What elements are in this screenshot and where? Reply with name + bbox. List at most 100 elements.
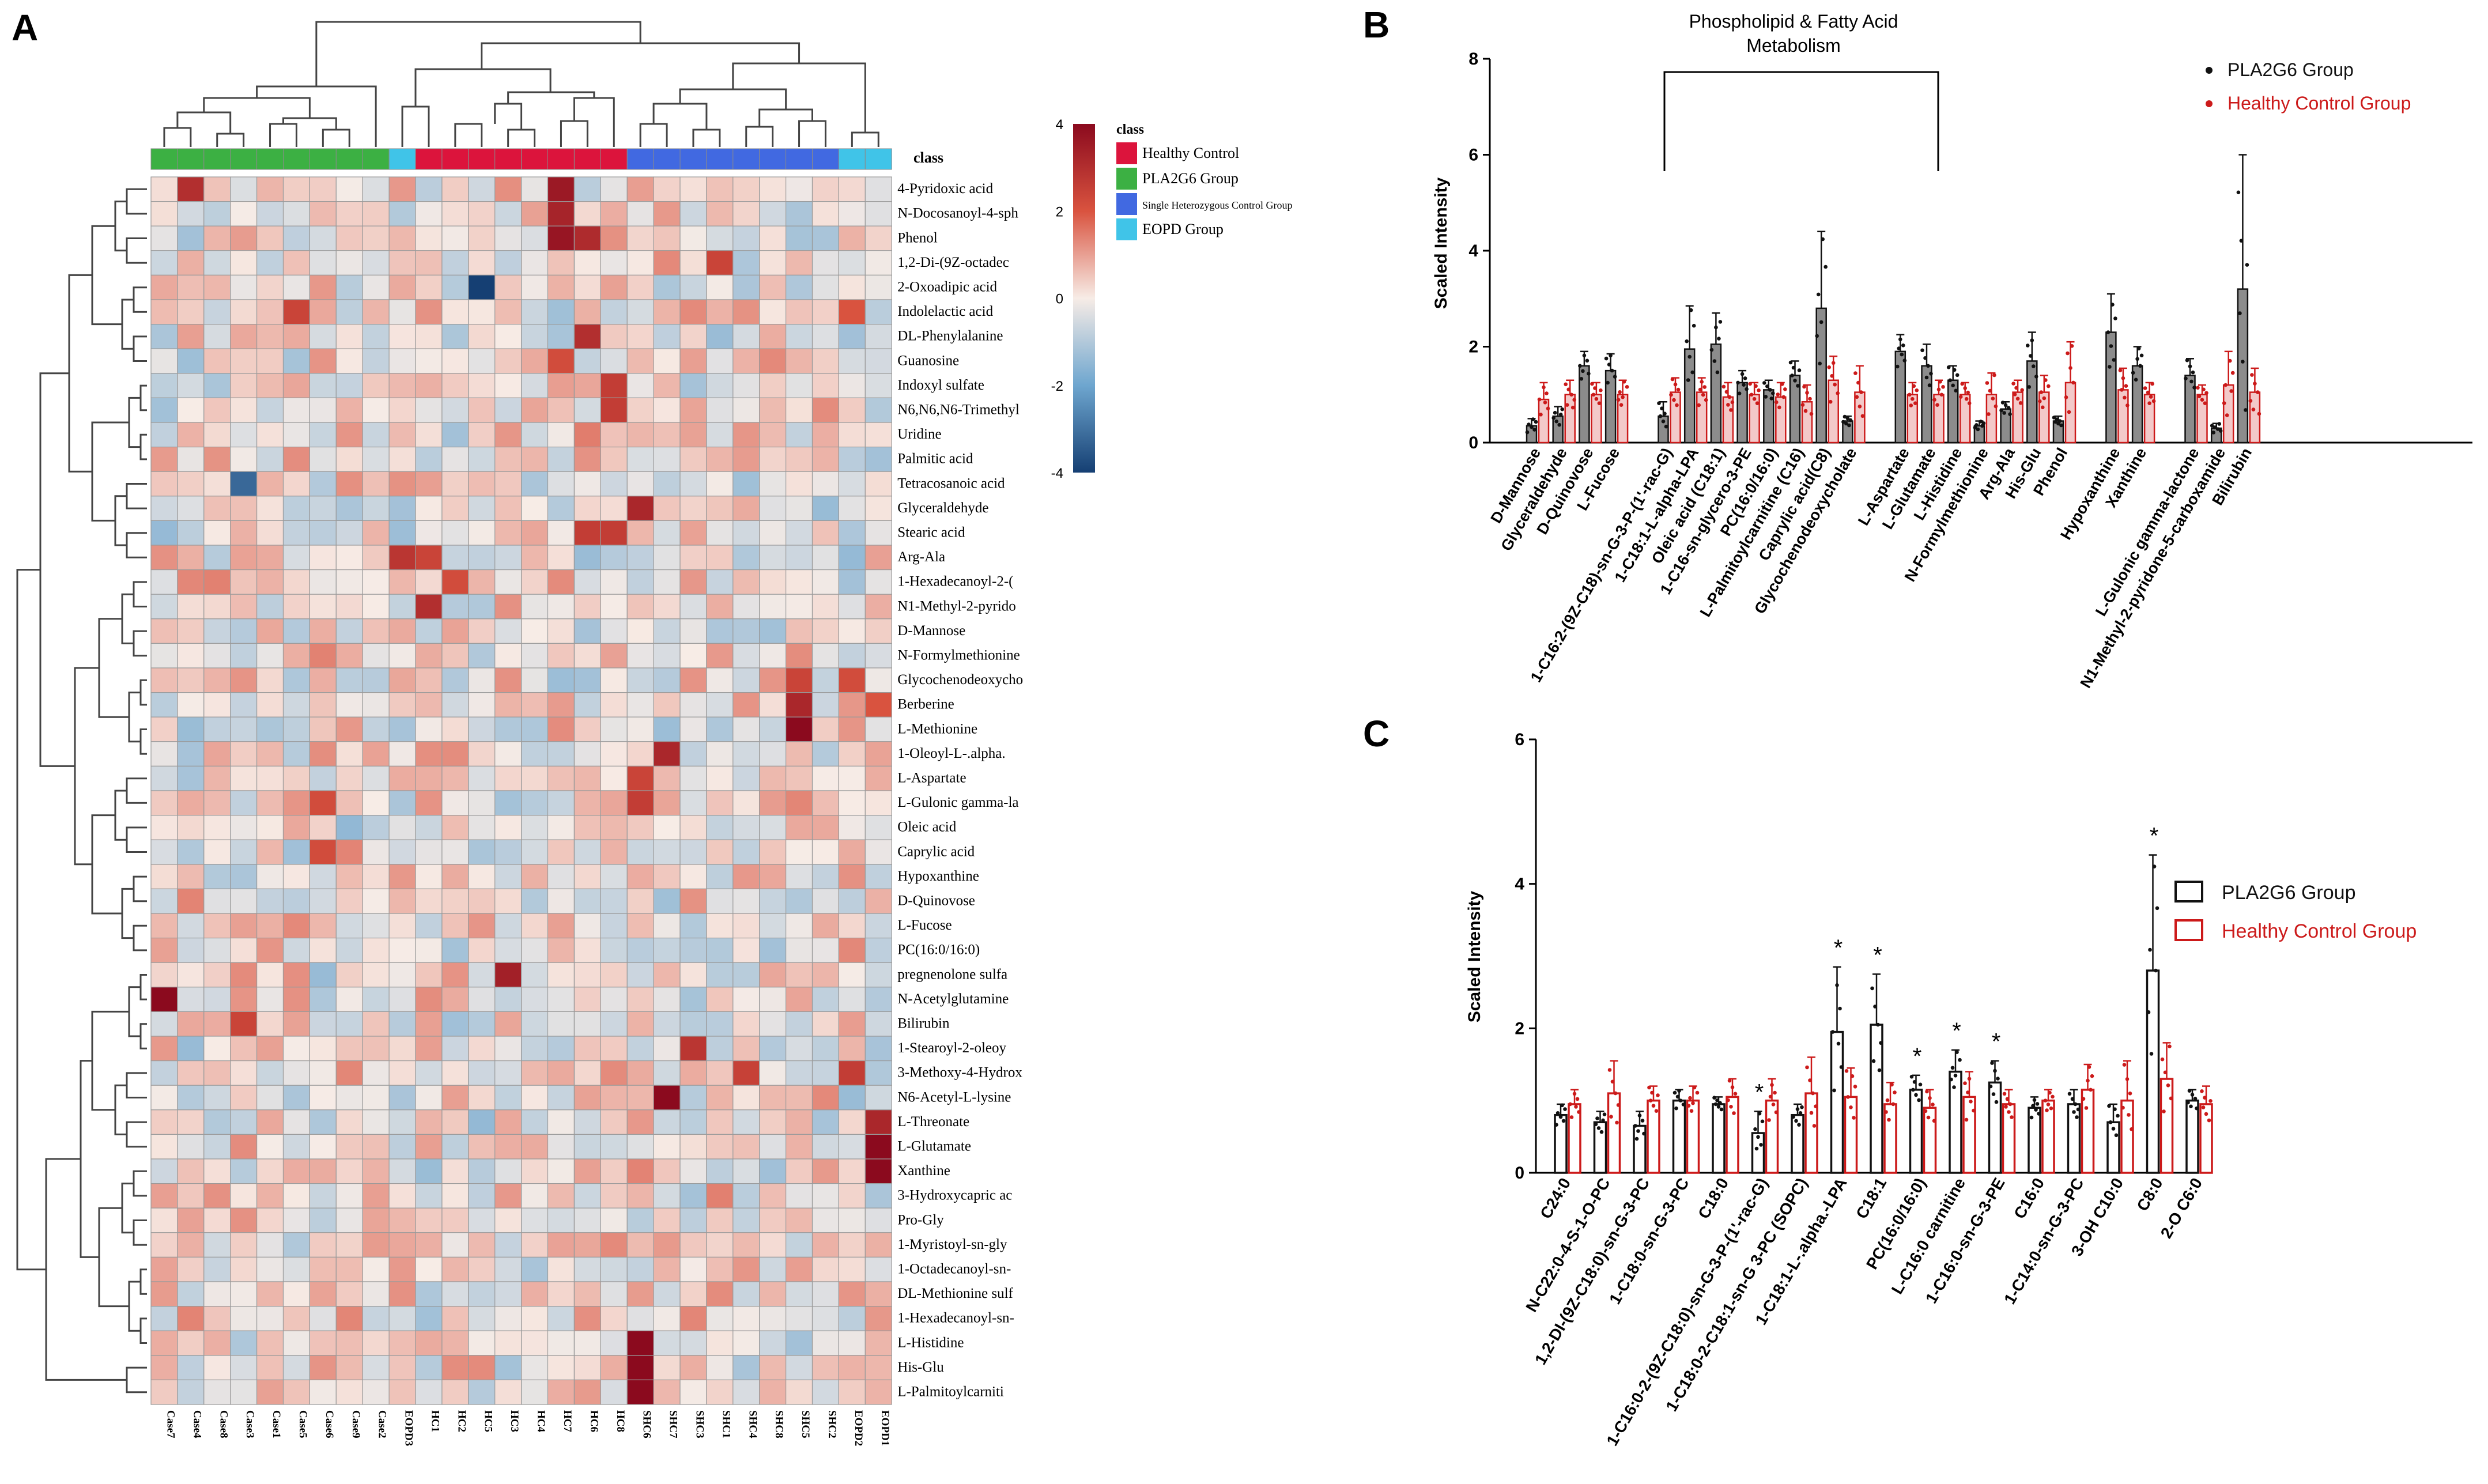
heatmap-cell [838, 1011, 866, 1037]
heatmap-cell [838, 569, 866, 595]
heatmap-cell [626, 225, 654, 251]
heatmap-cell [838, 250, 866, 275]
heatmap-cell [203, 569, 231, 595]
heatmap-cell [150, 692, 178, 718]
heatmap-column-label: SHC3 [694, 1410, 706, 1438]
heatmap-cell [388, 323, 416, 349]
heatmap-cell [653, 471, 681, 497]
heatmap-cell [441, 471, 469, 497]
heatmap-cell [230, 299, 258, 325]
data-point [2032, 364, 2036, 368]
data-point [1558, 412, 1563, 417]
data-point [1857, 405, 1862, 409]
heatmap-cell [150, 1306, 178, 1331]
heatmap-cell [520, 348, 549, 374]
column-dendrogram [163, 21, 879, 147]
heatmap-cell [838, 913, 866, 939]
data-point [1923, 356, 1927, 360]
heatmap-cell [150, 594, 178, 620]
heatmap-cell [626, 987, 654, 1013]
heatmap-cell [441, 520, 469, 546]
heatmap-cell [759, 962, 787, 988]
class-legend-swatch [1116, 218, 1137, 240]
data-point [1621, 395, 1625, 399]
heatmap-cell [256, 520, 284, 546]
data-point [1980, 424, 1984, 428]
heatmap-cell [653, 1207, 681, 1233]
heatmap-cell [547, 962, 575, 988]
heatmap-cell [309, 225, 337, 251]
heatmap-cell [573, 1281, 601, 1307]
data-point [1749, 392, 1754, 397]
heatmap-cell [679, 496, 707, 521]
heatmap-cell [388, 1183, 416, 1209]
heatmap-cell [653, 814, 681, 840]
heatmap-cell [150, 1011, 178, 1037]
heatmap-cell [626, 1207, 654, 1233]
heatmap-cell [573, 496, 601, 521]
heatmap-cell [494, 790, 522, 816]
heatmap-cell [309, 1036, 337, 1062]
data-point [1996, 1077, 2000, 1081]
heatmap-cell [256, 1232, 284, 1258]
heatmap-cell [441, 692, 469, 718]
heatmap-cell [759, 225, 787, 251]
heatmap-cell [309, 569, 337, 595]
data-point [1674, 1106, 1678, 1111]
heatmap-cell [785, 225, 813, 251]
heatmap-cell [811, 913, 840, 939]
class-bar-cell [679, 148, 707, 170]
heatmap-cell [653, 299, 681, 325]
heatmap-cell [177, 1158, 205, 1184]
heatmap-cell [811, 790, 840, 816]
heatmap-cell [362, 1207, 390, 1233]
heatmap-cell [759, 618, 787, 644]
heatmap-cell [864, 1232, 892, 1258]
heatmap-cell [309, 765, 337, 791]
heatmap-cell [362, 1355, 390, 1381]
heatmap-cell [230, 274, 258, 300]
heatmap-cell [150, 446, 178, 472]
chart-b-ylabel: Scaled Intensity [1432, 177, 1451, 309]
heatmap-cell [203, 545, 231, 571]
heatmap-cell [388, 765, 416, 791]
heatmap-cell [679, 1134, 707, 1160]
heatmap-cell [838, 667, 866, 693]
data-point [1755, 401, 1760, 405]
heatmap-cell [441, 1330, 469, 1356]
heatmap-cell [785, 274, 813, 300]
panel-label-c: C [1363, 713, 1390, 754]
heatmap-cell [282, 471, 311, 497]
heatmap-cell [864, 225, 892, 251]
heatmap-cell [573, 225, 601, 251]
heatmap-cell [282, 274, 311, 300]
data-point [2053, 420, 2057, 424]
color-scale-tick: 0 [1056, 292, 1063, 307]
heatmap-row-label: Caprylic acid [897, 844, 975, 859]
heatmap-cell [203, 716, 231, 742]
heatmap-cell [600, 839, 628, 865]
heatmap-cell [335, 839, 363, 865]
heatmap-cell [282, 790, 311, 816]
data-point [2195, 1106, 2199, 1111]
heatmap-cell [547, 1379, 575, 1405]
heatmap-cell [441, 594, 469, 620]
heatmap-cell [653, 569, 681, 595]
heatmap-cell [864, 1134, 892, 1160]
heatmap-cell [573, 716, 601, 742]
heatmap-cell [520, 864, 549, 890]
heatmap-cell [785, 323, 813, 349]
heatmap-cell [441, 1256, 469, 1282]
heatmap-cell [706, 1109, 734, 1135]
data-point [2148, 947, 2152, 952]
heatmap-cell [415, 987, 443, 1013]
data-point [1554, 1123, 1558, 1127]
heatmap-cell [733, 299, 760, 325]
heatmap-cell [230, 250, 258, 275]
data-point [2008, 412, 2012, 416]
heatmap-column-label: HC2 [455, 1410, 467, 1432]
data-point [2002, 411, 2006, 415]
heatmap-cell [838, 790, 866, 816]
class-bar-cell [309, 148, 337, 170]
heatmap-cell [415, 888, 443, 914]
